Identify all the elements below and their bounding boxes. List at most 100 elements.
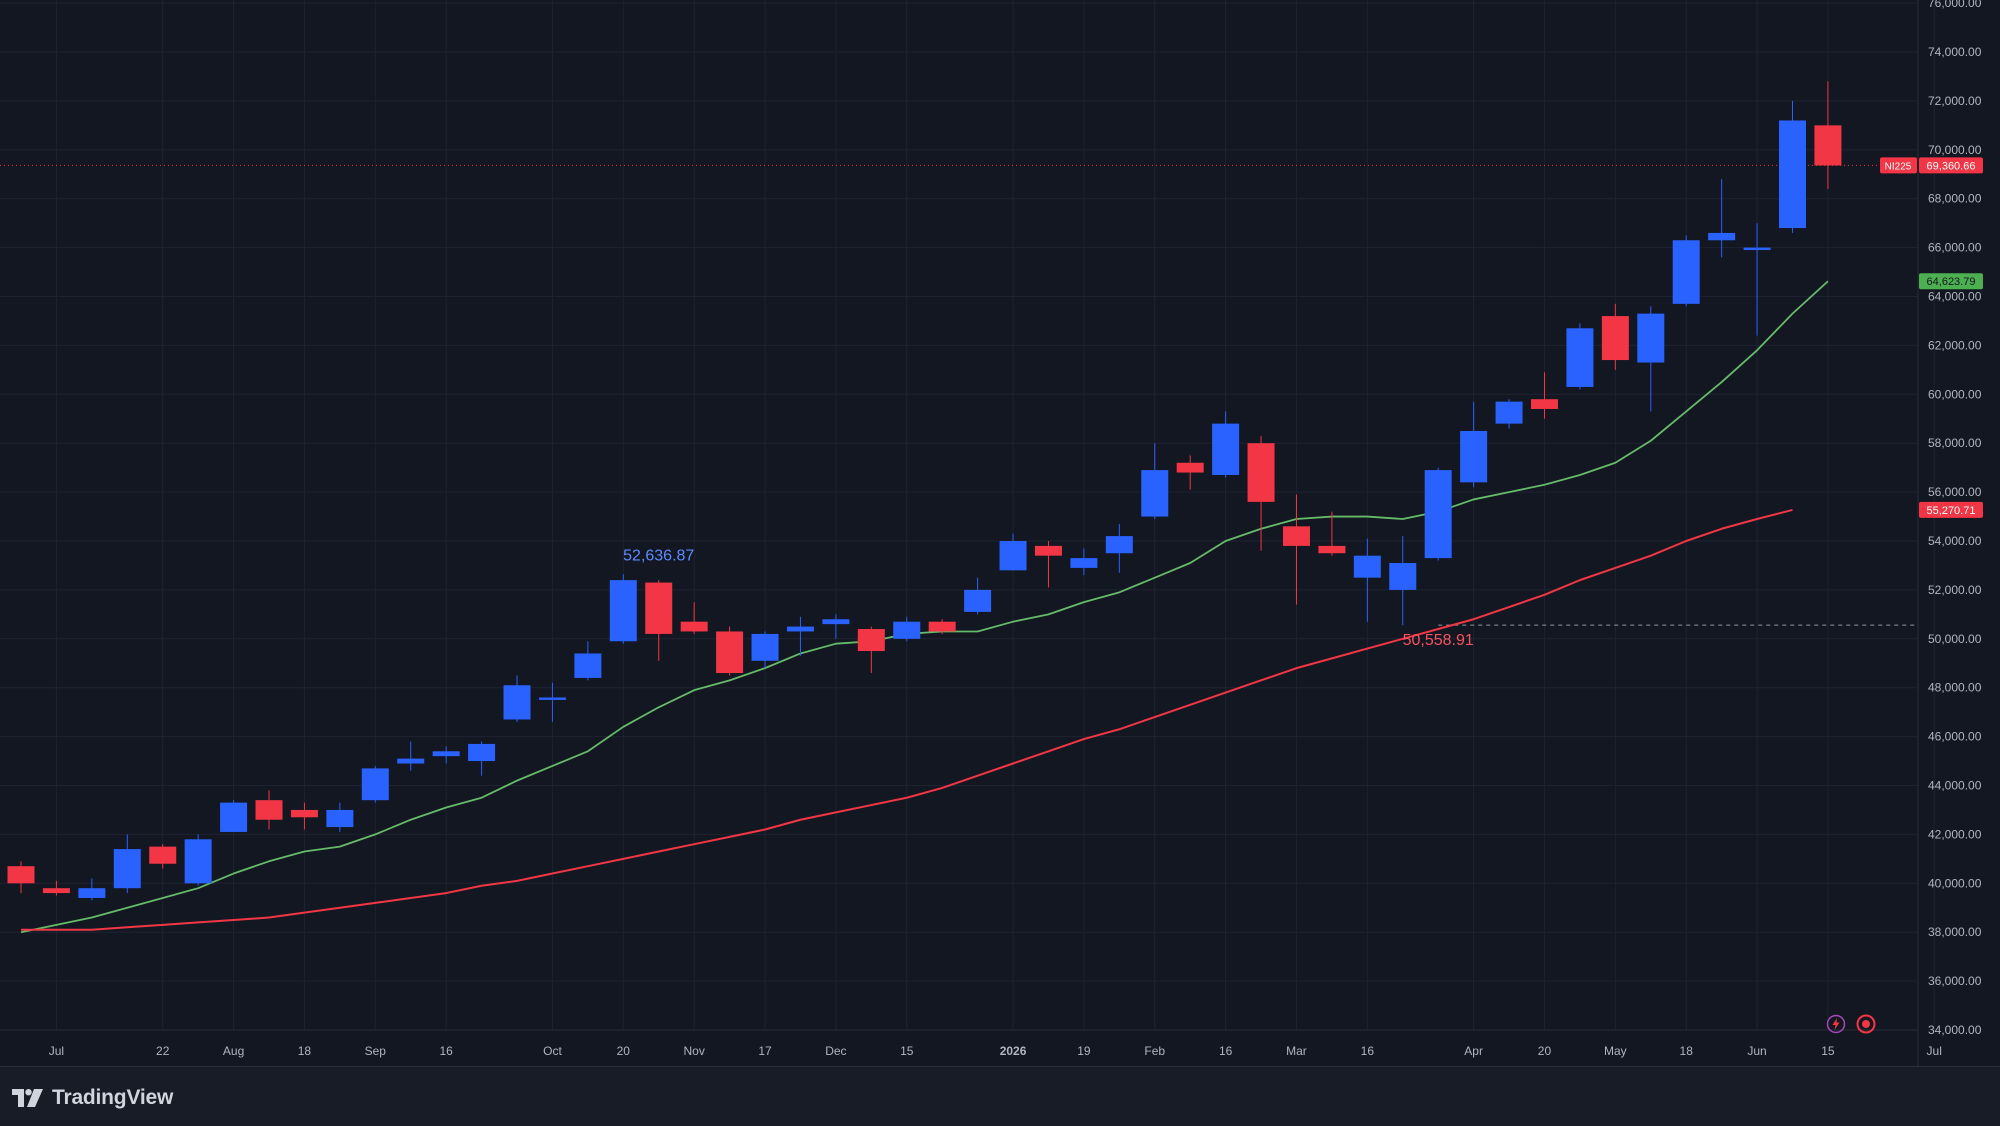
price-tick-label: 54,000.00	[1928, 534, 1982, 548]
candle-body	[893, 621, 921, 639]
lightning-icon[interactable]	[1826, 1014, 1846, 1034]
tradingview-icon	[12, 1089, 43, 1107]
candle-up	[609, 574, 637, 644]
candle-up	[964, 577, 992, 615]
candle-body	[113, 849, 141, 889]
candle-down	[255, 790, 283, 830]
candle-up	[786, 616, 814, 656]
time-tick-label: 15	[1821, 1044, 1835, 1058]
price-badges: NI225 69,360.66 64,623.79 55,270.71	[1880, 157, 1983, 518]
time-tick-label: May	[1604, 1044, 1627, 1058]
price-tick-label: 50,000.00	[1928, 632, 1982, 646]
price-tick-label: 74,000.00	[1928, 45, 1982, 59]
candle-body	[1566, 328, 1594, 387]
time-tick-label: 19	[1077, 1044, 1091, 1058]
tradingview-logo[interactable]: TradingView	[12, 1083, 173, 1113]
candle-down	[1814, 81, 1842, 189]
candle-body	[964, 589, 992, 612]
time-tick-label: Feb	[1144, 1044, 1165, 1058]
candle-body	[645, 582, 673, 634]
candle-up	[1353, 538, 1381, 622]
candle-body	[149, 846, 177, 864]
time-tick-label: Oct	[543, 1044, 562, 1058]
candle-body	[1389, 563, 1417, 590]
footer-bar: TradingView	[0, 1066, 2000, 1126]
time-tick-label: 18	[298, 1044, 312, 1058]
candle-body	[1708, 232, 1736, 241]
sma-fast-badge: 64,623.79	[1919, 273, 1983, 290]
sma-slow-line	[21, 508, 1793, 931]
candle-up	[1424, 467, 1452, 561]
candle-up	[113, 834, 141, 894]
price-tick-label: 72,000.00	[1928, 94, 1982, 108]
candle-down	[1530, 372, 1558, 419]
candle-body	[609, 580, 637, 642]
badge-background	[1919, 273, 1983, 290]
candle-body	[857, 629, 885, 652]
candle-up	[893, 616, 921, 642]
time-tick-label: 16	[439, 1044, 453, 1058]
candle-body	[822, 619, 850, 625]
price-tick-label: 70,000.00	[1928, 143, 1982, 157]
candle-down	[42, 880, 70, 896]
price-tick-label: 66,000.00	[1928, 241, 1982, 255]
candle-up	[574, 641, 602, 681]
candle-up	[361, 765, 389, 803]
price-tick-label: 76,000.00	[1928, 0, 1982, 10]
time-tick-label: 2026	[1000, 1044, 1027, 1058]
price-tick-label: 34,000.00	[1928, 1023, 1982, 1037]
badge-value: 55,270.71	[1927, 505, 1976, 517]
candle-up	[184, 834, 212, 886]
candle-body	[78, 888, 106, 898]
candle-body	[1601, 316, 1629, 361]
time-tick-label: 16	[1219, 1044, 1233, 1058]
candle-down	[857, 626, 885, 674]
time-tick-label: 20	[1538, 1044, 1552, 1058]
price-tick-label: 36,000.00	[1928, 974, 1982, 988]
time-tick-label: 20	[617, 1044, 631, 1058]
symbol-label: NI225	[1885, 161, 1912, 172]
time-tick-label: Mar	[1286, 1044, 1307, 1058]
price-tick-label: 48,000.00	[1928, 681, 1982, 695]
candle-up	[1672, 235, 1700, 307]
record-icon[interactable]	[1856, 1014, 1876, 1034]
candle-up	[397, 741, 425, 771]
time-tick-label: Nov	[683, 1044, 704, 1058]
candle-up	[1389, 536, 1417, 626]
candle-body	[1070, 558, 1098, 568]
price-chart[interactable]: 52,636.87 50,558.91 34,000.00 36,000.00 38,…	[0, 0, 2000, 1066]
candle-body	[928, 621, 956, 632]
candle-down	[1318, 511, 1346, 556]
candle-up	[538, 682, 566, 722]
candle-up	[1743, 223, 1771, 336]
candle-up	[326, 802, 354, 832]
candle-body	[1353, 555, 1381, 578]
candle-body	[538, 697, 566, 700]
candle-up	[432, 746, 460, 764]
candle-body	[290, 809, 318, 818]
candle-up	[78, 878, 106, 901]
candle-down	[1176, 455, 1204, 490]
brand-name: TradingView	[52, 1086, 174, 1109]
low-price-label: 50,558.91	[1403, 632, 1474, 649]
time-tick-label: 16	[1361, 1044, 1375, 1058]
candle-body	[1282, 526, 1310, 546]
candle-up	[751, 631, 779, 669]
candle-up	[1460, 401, 1488, 488]
candle-down	[7, 861, 35, 894]
time-tick-label: Jul	[49, 1044, 64, 1058]
candles	[7, 81, 1842, 901]
time-tick-label: Jul	[1927, 1044, 1942, 1058]
candle-up	[468, 741, 496, 776]
candle-up	[1637, 306, 1665, 412]
price-tick-label: 40,000.00	[1928, 876, 1982, 890]
time-tick-label: Apr	[1464, 1044, 1483, 1058]
price-tick-label: 68,000.00	[1928, 192, 1982, 206]
badge-value: 64,623.79	[1927, 276, 1976, 288]
candle-up	[1141, 443, 1169, 519]
badge-background	[1919, 157, 1983, 174]
time-tick-label: Aug	[223, 1044, 244, 1058]
candle-body	[1637, 313, 1665, 363]
candle-up	[1779, 100, 1806, 233]
chart-background	[0, 0, 2000, 1066]
